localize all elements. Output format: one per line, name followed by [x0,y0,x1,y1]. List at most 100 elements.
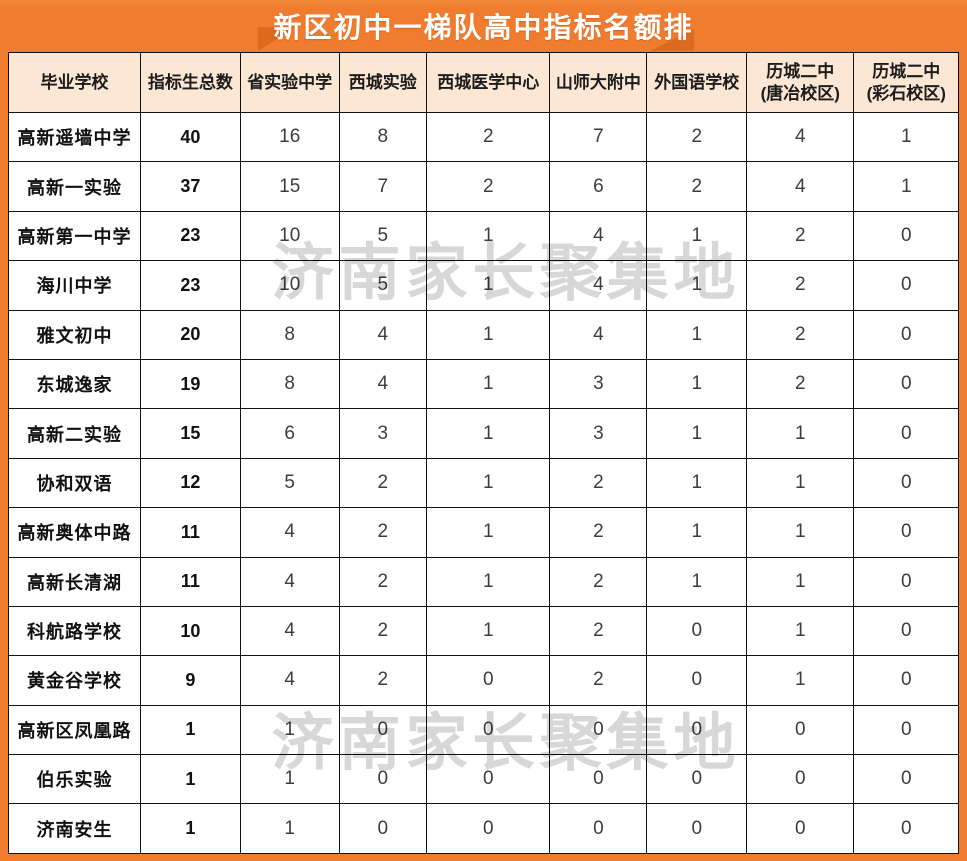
table-area: 毕业学校 指标生总数 省实验中学 西城实验 西城医学中心 山师大附中 外国语学校 历城二中 (… [7,52,959,854]
table-row: 伯乐实验 1 1 0 0 0 0 0 0 [7,754,959,805]
quota-value-cell: 6 [239,408,340,459]
quota-value-cell: 2 [746,309,855,360]
quota-table: 毕业学校 指标生总数 省实验中学 西城实验 西城医学中心 山师大附中 外国语学校 历城二中 (… [7,52,959,854]
table-row: 雅文初中 20 8 4 1 4 1 2 0 [7,309,959,360]
total-quota-cell: 23 [140,260,241,311]
quota-value-cell: 0 [338,803,427,854]
quota-value-cell: 2 [338,556,427,607]
quota-value-cell: 2 [746,358,855,410]
quota-value-cell: 2 [425,161,551,212]
quota-value-cell: 0 [853,655,959,706]
quota-value-cell: 2 [425,111,551,163]
quota-value-cell: 0 [425,803,551,854]
quota-value-cell: 0 [853,605,959,657]
total-quota-cell: 1 [140,803,241,854]
quota-value-cell: 8 [239,358,340,410]
school-name-cell: 高新区凤凰路 [7,704,142,756]
total-quota-cell: 19 [140,358,241,410]
column-header: 山师大附中 [549,52,648,113]
quota-value-cell: 8 [338,111,427,163]
total-quota-cell: 40 [140,111,241,163]
quota-value-cell: 0 [646,704,748,756]
total-quota-cell: 9 [140,655,241,706]
quota-value-cell: 7 [549,111,648,163]
quota-value-cell: 1 [746,408,855,459]
table-row: 高新遥墙中学 40 16 8 2 7 2 4 1 [7,111,959,163]
school-name-cell: 协和双语 [7,457,142,509]
table-row: 高新长清湖 11 4 2 1 2 1 1 0 [7,556,959,607]
total-quota-cell: 1 [140,754,241,805]
quota-value-cell: 0 [853,210,959,262]
quota-value-cell: 1 [425,556,551,607]
quota-value-cell: 0 [853,803,959,854]
total-quota-cell: 11 [140,556,241,607]
column-header: 西城医学中心 [425,52,551,113]
quota-value-cell: 2 [746,210,855,262]
table-row: 高新奥体中路 11 4 2 1 2 1 1 0 [7,507,959,558]
quota-value-cell: 1 [425,605,551,657]
quota-value-cell: 1 [746,605,855,657]
quota-value-cell: 0 [853,309,959,360]
quota-value-cell: 1 [746,655,855,706]
quota-value-cell: 1 [425,309,551,360]
school-name-cell: 高新长清湖 [7,556,142,607]
school-name-cell: 高新奥体中路 [7,507,142,558]
table-row: 济南安生 1 1 0 0 0 0 0 0 [7,803,959,854]
column-header: 省实验中学 [239,52,340,113]
quota-value-cell: 0 [853,754,959,805]
quota-value-cell: 1 [746,507,855,558]
quota-value-cell: 2 [549,605,648,657]
table-row: 高新第一中学 23 10 5 1 4 1 2 0 [7,210,959,262]
quota-value-cell: 0 [549,754,648,805]
quota-value-cell: 5 [239,457,340,509]
quota-value-cell: 2 [646,161,748,212]
quota-value-cell: 1 [239,754,340,805]
school-name-cell: 海川中学 [7,260,142,311]
quota-value-cell: 3 [549,358,648,410]
quota-value-cell: 0 [646,803,748,854]
quota-value-cell: 0 [746,704,855,756]
quota-value-cell: 1 [646,507,748,558]
school-name-cell: 东城逸家 [7,358,142,410]
total-quota-cell: 11 [140,507,241,558]
quota-value-cell: 4 [746,161,855,212]
table-row: 科航路学校 10 4 2 1 2 0 1 0 [7,605,959,657]
quota-value-cell: 0 [549,803,648,854]
school-name-cell: 济南安生 [7,803,142,854]
quota-value-cell: 2 [549,655,648,706]
quota-value-cell: 4 [549,210,648,262]
quota-value-cell: 2 [549,457,648,509]
column-header: 外国语学校 [646,52,748,113]
quota-value-cell: 0 [853,260,959,311]
table-row: 黄金谷学校 9 4 2 0 2 0 1 0 [7,655,959,706]
school-name-cell: 高新遥墙中学 [7,111,142,163]
quota-value-cell: 1 [425,358,551,410]
quota-value-cell: 0 [853,408,959,459]
school-name-cell: 高新一实验 [7,161,142,212]
quota-value-cell: 4 [239,605,340,657]
quota-value-cell: 2 [646,111,748,163]
quota-value-cell: 4 [549,309,648,360]
quota-value-cell: 1 [853,161,959,212]
total-quota-cell: 23 [140,210,241,262]
quota-value-cell: 0 [549,704,648,756]
quota-value-cell: 1 [239,803,340,854]
quota-value-cell: 15 [239,161,340,212]
column-header: 西城实验 [338,52,427,113]
quota-value-cell: 4 [338,309,427,360]
quota-value-cell: 4 [239,556,340,607]
school-name-cell: 雅文初中 [7,309,142,360]
total-quota-cell: 20 [140,309,241,360]
quota-value-cell: 0 [746,754,855,805]
column-header: 毕业学校 [7,52,142,113]
quota-value-cell: 2 [746,260,855,311]
quota-value-cell: 1 [239,704,340,756]
quota-value-cell: 0 [425,655,551,706]
quota-value-cell: 5 [338,260,427,311]
quota-value-cell: 10 [239,260,340,311]
table-row: 高新一实验 37 15 7 2 6 2 4 1 [7,161,959,212]
quota-value-cell: 2 [338,457,427,509]
quota-value-cell: 2 [549,507,648,558]
quota-value-cell: 16 [239,111,340,163]
quota-value-cell: 0 [853,457,959,509]
